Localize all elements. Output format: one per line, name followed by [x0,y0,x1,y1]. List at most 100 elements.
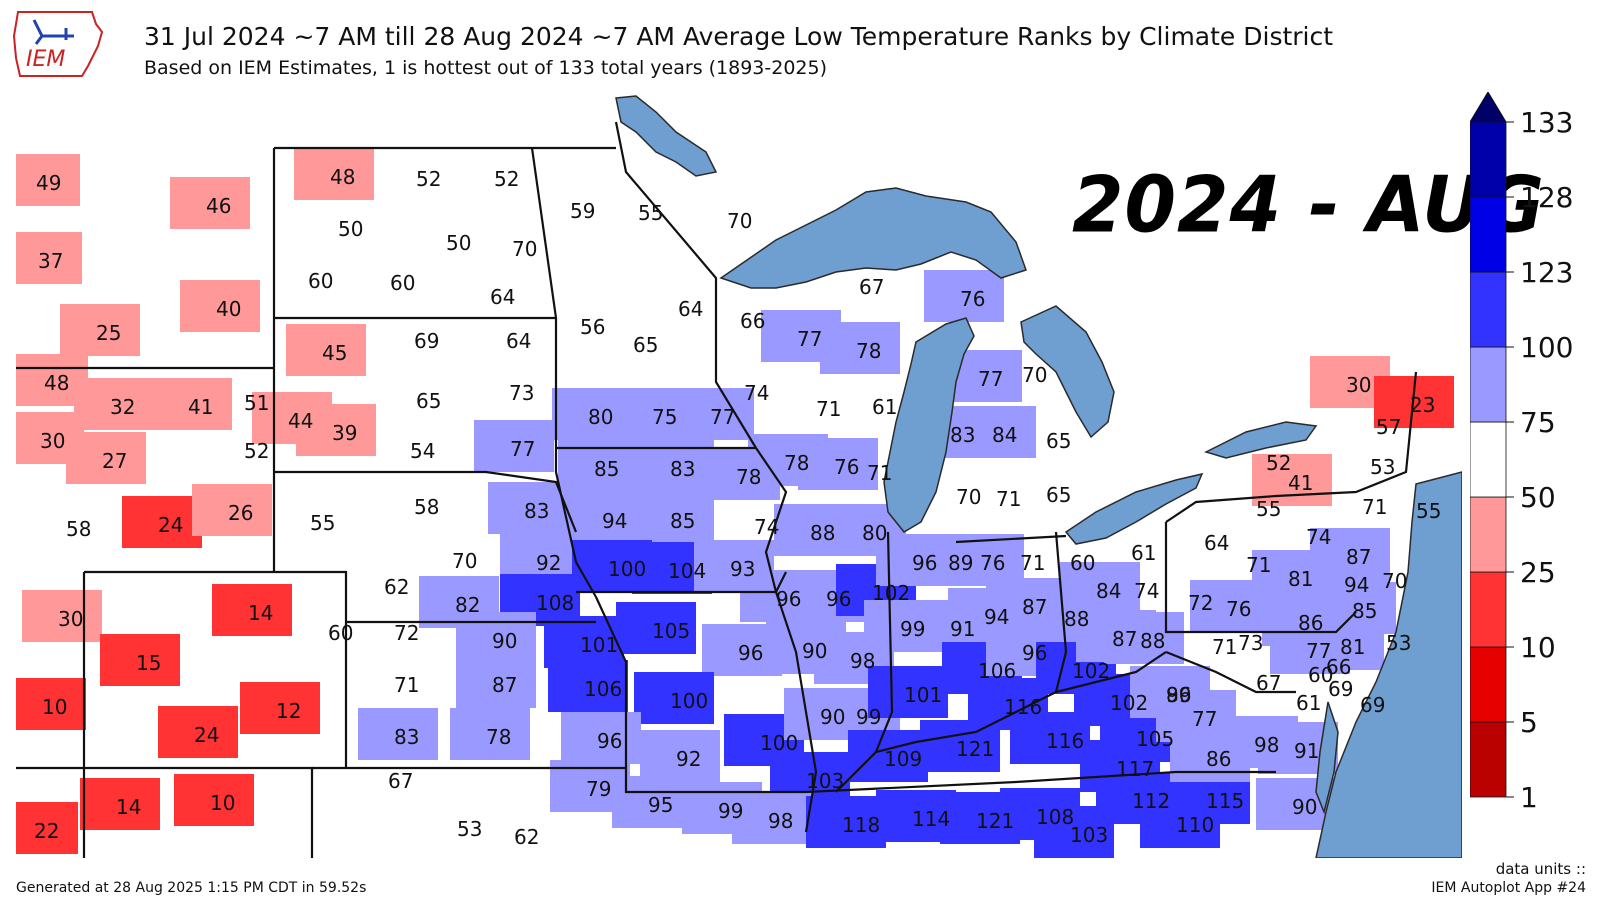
lake-huron [1020,305,1115,439]
border-mississippi-river [755,447,818,833]
district-fill-76 [1190,580,1270,632]
district-rank-label: 92 [676,747,701,771]
district-fill-25 [60,304,140,356]
district-rank-label: 52 [494,167,519,191]
map-subtitle: Based on IEM Estimates, 1 is hottest out… [144,57,828,79]
district-rank-label: 40 [216,297,241,321]
district-rank-label: 65 [416,389,441,413]
legend-bar-50 [1470,421,1507,498]
district-rank-label: 60 [1070,551,1095,575]
district-fill-110 [1140,796,1220,848]
border-dakotas-minnesota [530,147,597,598]
district-rank-label: 55 [310,511,335,535]
district-rank-label: 118 [842,813,880,837]
district-rank-label: 61 [1131,541,1156,565]
district-rank-label: 64 [506,329,531,353]
district-fill-101 [544,616,624,668]
district-fill-48 [294,148,374,200]
district-fill-layer [16,148,1454,858]
district-rank-label: 51 [244,391,269,415]
district-rank-label: 41 [1288,471,1313,495]
district-rank-label: 70 [956,485,981,509]
district-rank-label: 78 [486,725,511,749]
district-rank-label: 77 [710,405,735,429]
district-rank-label: 74 [754,515,779,539]
district-rank-label: 39 [332,421,357,445]
district-rank-label: 103 [1070,823,1108,847]
district-fill-81 [1304,618,1384,670]
district-fill-24 [122,496,202,548]
district-rank-label: 80 [862,521,887,545]
autoplot-app-label: IEM Autoplot App #24 [1431,880,1586,896]
district-rank-label: 69 [1328,677,1353,701]
district-rank-label: 108 [1036,805,1074,829]
district-rank-label: 96 [826,587,851,611]
district-rank-label: 90 [1292,795,1317,819]
district-rank-label: 45 [322,341,347,365]
border-indiana-ohio [1054,531,1068,693]
district-rank-label: 74 [744,381,769,405]
district-rank-label: 85 [670,509,695,533]
lake-of-the-woods [615,95,718,177]
lake-ontario [1203,421,1318,459]
district-fill-118 [806,796,886,848]
district-rank-label: 103 [806,769,844,793]
district-fill-101 [868,666,948,718]
district-rank-label: 78 [856,339,881,363]
district-rank-label: 89 [1166,683,1191,707]
district-rank-label: 52 [244,439,269,463]
district-rank-label: 84 [992,423,1017,447]
district-rank-label: 76 [960,287,985,311]
district-rank-label: 116 [1004,695,1042,719]
district-rank-label: 93 [730,557,755,581]
district-rank-label: 55 [638,201,663,225]
legend-tick-label: 25 [1520,556,1556,589]
district-rank-label: 15 [136,651,161,675]
district-rank-label: 83 [950,423,975,447]
district-rank-label: 88 [1140,629,1165,653]
legend-bar-75 [1470,346,1507,423]
district-rank-label: 90 [802,639,827,663]
district-rank-label: 96 [776,587,801,611]
district-rank-label: 46 [206,194,231,218]
district-fill-105 [616,602,696,654]
district-rank-label: 90 [820,705,845,729]
district-rank-label: 82 [455,593,480,617]
district-rank-label: 83 [524,499,549,523]
district-fill-78 [820,322,900,374]
climate-district-map: 49 46 37 40 25 48 32 41 51 30 27 52 58 24 26 30 14 60 15 10… [16,92,1462,858]
district-rank-label: 30 [1346,373,1371,397]
district-rank-label: 32 [110,395,135,419]
district-rank-label: 94 [1344,573,1369,597]
legend-tick-label: 5 [1520,706,1538,739]
legend-tick-label: 123 [1520,256,1573,289]
district-rank-label: 106 [584,677,622,701]
district-rank-label: 67 [388,769,413,793]
district-rank-label: 69 [414,329,439,353]
district-rank-label: 72 [394,621,419,645]
district-rank-label: 86 [1298,611,1323,635]
iem-logo: IEM [12,11,104,77]
lake-superior [719,187,1027,289]
district-rank-label: 71 [867,461,892,485]
legend-bar-25 [1470,496,1507,573]
border-michigan-ohio [955,534,1067,544]
district-fill-14 [212,584,292,636]
district-rank-label: 71 [1246,553,1271,577]
district-rank-label: 56 [580,315,605,339]
district-fill-96 [561,712,641,764]
district-rank-label: 104 [668,559,706,583]
border-missouri [595,596,806,794]
district-rank-label: 48 [330,165,355,189]
district-rank-label: 80 [588,405,613,429]
legend-tick-label: 10 [1520,631,1556,664]
district-rank-label: 10 [210,791,235,815]
border-illinois-indiana [874,531,894,753]
district-fill-76 [924,270,1004,322]
district-rank-label: 59 [570,199,595,223]
district-rank-label: 22 [34,819,59,843]
district-rank-label: 91 [1294,739,1319,763]
district-rank-label: 100 [760,731,798,755]
district-fill-41 [152,378,232,430]
district-rank-label: 101 [904,683,942,707]
